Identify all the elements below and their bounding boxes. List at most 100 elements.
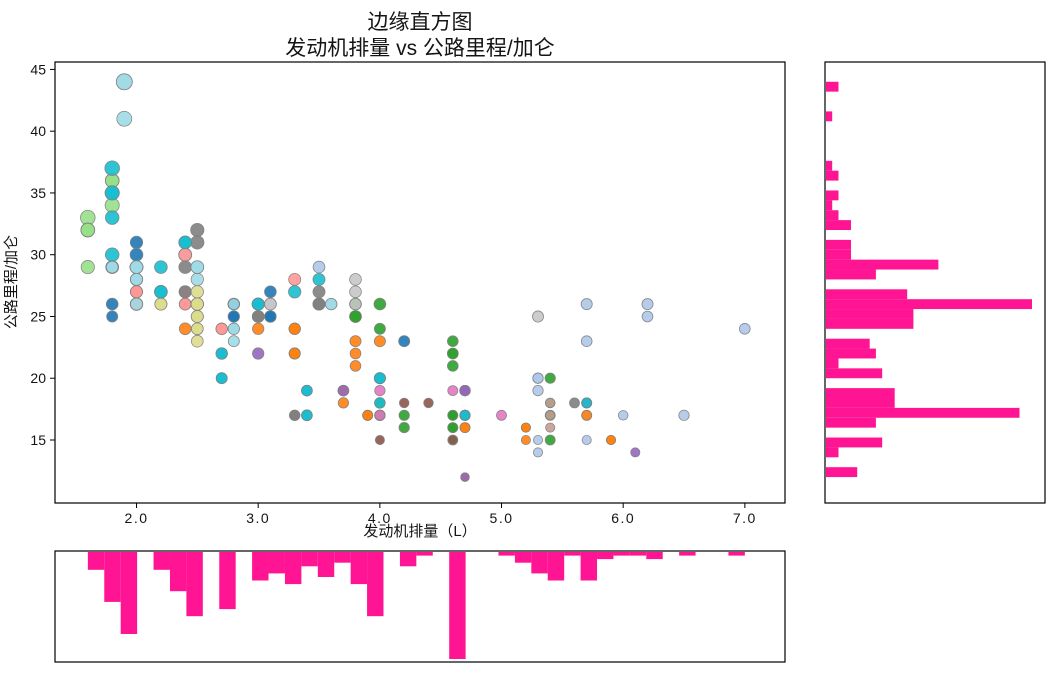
hwy-histogram-bar — [826, 417, 876, 428]
scatter-point — [251, 297, 265, 311]
displ-histogram-bar — [268, 552, 285, 574]
scatter-point — [264, 285, 277, 299]
displ-histogram-bar — [629, 552, 647, 556]
scatter-point — [178, 297, 192, 311]
hwy-histogram-bar — [826, 239, 851, 250]
scatter-point — [447, 409, 459, 421]
displ-histogram-bar — [449, 552, 466, 659]
scatter-point — [349, 285, 362, 299]
displ-histogram-bar — [564, 552, 581, 556]
x-tick-label: 6.0 — [611, 510, 635, 526]
displ-histogram-bar — [531, 552, 548, 574]
scatter-point — [739, 323, 751, 335]
scatter-point — [106, 310, 119, 323]
scatter-point — [581, 409, 593, 421]
scatter-point — [447, 434, 458, 446]
scatter-point — [496, 409, 507, 421]
scatter-point — [545, 410, 556, 421]
scatter-point — [190, 310, 204, 323]
scatter-point — [349, 273, 362, 286]
scatter-point — [532, 310, 544, 323]
scatter-point — [312, 272, 326, 286]
scatter-point — [227, 298, 240, 311]
scatter-point — [423, 397, 434, 409]
displ-histogram-bar — [301, 552, 318, 567]
scatter-point — [105, 297, 119, 311]
scatter-point — [398, 421, 410, 434]
displ-histogram-bar — [679, 552, 696, 556]
scatter-point — [288, 347, 301, 360]
hwy-histogram-bar — [826, 388, 895, 398]
displ-histogram-bar — [367, 552, 384, 617]
scatter-point — [581, 397, 593, 409]
scatter-point — [288, 272, 302, 286]
scatter-point — [104, 210, 120, 225]
y-tick-label: 15 — [30, 432, 46, 448]
right-marginal-histogram — [824, 61, 1046, 504]
displ-histogram-bar — [580, 552, 598, 581]
hwy-histogram-bar — [826, 111, 833, 122]
scatter-point — [191, 322, 204, 336]
hwy-histogram-bar — [826, 81, 839, 92]
displ-histogram-bar — [104, 552, 121, 602]
scatter-point — [569, 397, 580, 409]
scatter-point — [301, 409, 313, 422]
scatter-point — [80, 222, 96, 238]
displ-histogram-bar — [186, 552, 203, 617]
y-axis-label: 公路里程/加仑 — [3, 235, 20, 329]
bottom-marginal-histogram — [54, 550, 786, 663]
hwy-histogram-bar — [826, 368, 883, 379]
scatter-point — [178, 285, 192, 299]
scatter-point — [581, 434, 592, 446]
scatter-point — [520, 422, 531, 433]
hwy-histogram-bar — [826, 200, 833, 211]
hwy-histogram-bar — [826, 309, 914, 319]
scatter-point — [605, 434, 617, 446]
scatter-point — [374, 397, 386, 409]
scatter-point — [349, 297, 362, 311]
displ-histogram-bar — [498, 552, 515, 556]
scatter-point — [447, 335, 459, 347]
scatter-point — [178, 322, 192, 336]
scatter-point — [325, 297, 338, 311]
displ-histogram-bar — [169, 552, 187, 592]
scatter-point — [130, 297, 143, 311]
x-axis-label: 发动机排量（L） — [363, 523, 476, 540]
scatter-point — [532, 384, 544, 397]
scatter-point — [373, 372, 386, 385]
figure-title-line1: 边缘直方图 — [368, 11, 473, 34]
scatter-point — [190, 272, 204, 287]
scatter-point — [264, 310, 277, 323]
main-axes-ticks: 2.0 3.0 4.0 5.0 6.0 7.0 15 20 25 30 35 40 45 — [30, 61, 755, 526]
displ-histogram-bar — [399, 552, 417, 567]
y-tick-label: 20 — [30, 370, 46, 386]
scatter-point — [459, 409, 471, 421]
scatter-point — [104, 185, 120, 201]
scatter-point — [678, 409, 690, 421]
scatter-point — [398, 409, 410, 421]
hwy-histogram-bar — [826, 398, 895, 408]
scatter-point — [580, 335, 593, 347]
hwy-histogram-bar — [826, 407, 1020, 418]
scatter-point — [215, 347, 228, 360]
displ-histogram-bar — [514, 552, 532, 563]
hwy-histogram-bar — [826, 170, 839, 181]
hwy-histogram-bar — [826, 289, 908, 300]
hwy-histogram-bar — [826, 190, 839, 201]
scatter-point — [288, 285, 302, 299]
scatter-point — [460, 472, 470, 482]
scatter-point — [301, 384, 313, 397]
scatter-point — [252, 322, 265, 335]
scatter-point — [337, 384, 350, 397]
main-scatter-axes: 2.0 3.0 4.0 5.0 6.0 7.0 15 20 25 30 35 40 45 — [30, 61, 786, 526]
hwy-histogram-bar — [826, 259, 939, 270]
scatter-point — [190, 260, 205, 274]
scatter-point — [251, 310, 265, 323]
scatter-point — [312, 285, 326, 299]
right-hist-frame — [824, 61, 1046, 504]
scatter-point — [447, 360, 459, 372]
scatter-point — [532, 447, 544, 458]
scatter-point — [349, 360, 362, 372]
scatter-point — [374, 384, 386, 397]
